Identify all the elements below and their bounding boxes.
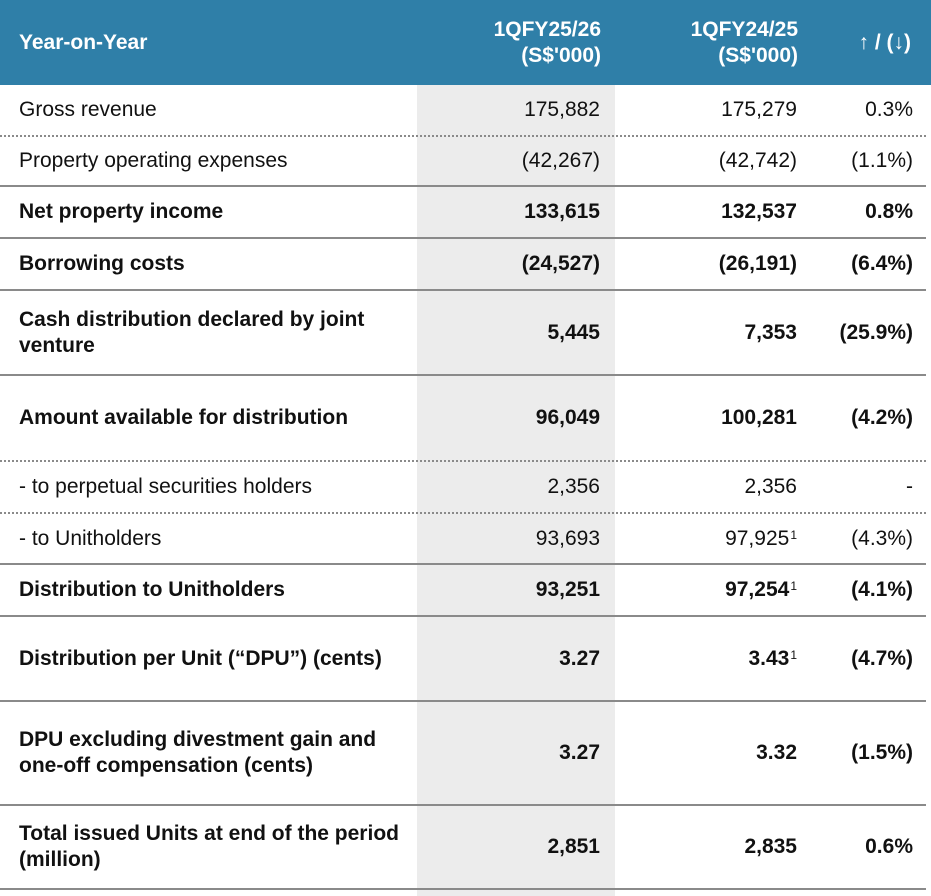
row-value-prior: 7,353 (744, 320, 797, 344)
header-col-prior: 1QFY24/25 (S$'000) (691, 0, 798, 85)
row-value-prior: 2,356 (744, 475, 797, 498)
current-column-shading (417, 85, 615, 896)
row-value-prior: 3.32 (756, 741, 797, 764)
row-value-prior: 97,925 1 (725, 514, 797, 563)
table-row: Distribution to Unitholders 93,251 97,25… (0, 565, 926, 617)
row-value-current: (24,527) (521, 252, 600, 275)
row-label: Net property income (19, 200, 224, 223)
table-row: Gross revenue 175,882 175,279 0.3% (0, 85, 926, 137)
row-change: (4.3%) (851, 526, 913, 550)
row-value-current: 2,356 (547, 475, 600, 498)
table-row: - to perpetual securities holders 2,356 … (0, 462, 926, 514)
footnote-marker: 1 (790, 647, 797, 662)
row-label: Distribution per Unit (“DPU”) (cents) (19, 646, 382, 670)
table-row: Net property income 133,615 132,537 0.8% (0, 187, 926, 239)
row-label: Borrowing costs (19, 252, 185, 275)
row-value-current: 93,251 (535, 578, 600, 601)
row-value-prior: (42,742) (718, 149, 797, 172)
row-value-prior: 100,281 (721, 406, 797, 429)
row-change: - (906, 475, 913, 498)
table-header: Year-on-Year 1QFY25/26 (S$'000) 1QFY24/25… (0, 0, 931, 85)
header-col-prior-unit: (S$'000) (718, 43, 798, 67)
header-col-current: 1QFY25/26 (S$'000) (494, 0, 601, 85)
row-value-current: 96,049 (535, 406, 600, 429)
row-value-prior: 3.43 1 (748, 617, 797, 700)
row-value-prior: 175,279 (721, 98, 797, 121)
table-row: DPU excluding divestment gain and one-of… (0, 702, 926, 806)
row-value-current: 3.27 (559, 741, 600, 764)
table-row: Amount available for distribution 96,049… (0, 376, 926, 462)
row-label: DPU excluding divestment gain and one-of… (19, 728, 377, 777)
row-change: 0.3% (865, 98, 913, 121)
row-value-current: (42,267) (521, 149, 600, 172)
row-change: (25.9%) (839, 320, 913, 344)
header-label: Year-on-Year (19, 30, 148, 54)
table-row: Property operating expenses (42,267) (42… (0, 137, 926, 187)
table-row: Borrowing costs (24,527) (26,191) (6.4%) (0, 239, 926, 291)
row-value-current: 175,882 (524, 98, 600, 121)
row-value-prior: 97,254 1 (725, 565, 797, 615)
footnote-marker: 1 (790, 527, 797, 542)
row-change: 0.8% (865, 200, 913, 223)
footnote-marker: 1 (790, 579, 797, 593)
row-change: 0.6% (865, 835, 913, 858)
row-label: - to perpetual securities holders (19, 475, 312, 498)
row-label: Amount available for distribution (19, 406, 349, 429)
row-label: Property operating expenses (19, 149, 288, 172)
header-col-change: ↑ / (↓) (858, 30, 912, 54)
row-label: Distribution to Unitholders (19, 578, 285, 601)
row-value-current: 2,851 (547, 835, 600, 858)
table-row: Cash distribution declared by joint vent… (0, 291, 926, 376)
row-value-prior: 132,537 (721, 200, 797, 223)
header-col-current-period: 1QFY25/26 (493, 17, 601, 41)
row-value-prior: (26,191) (718, 252, 797, 275)
row-value-current: 133,615 (524, 200, 600, 223)
row-label: - to Unitholders (19, 526, 162, 550)
row-value-current: 5,445 (547, 320, 600, 344)
row-value-current: 3.27 (559, 646, 600, 670)
header-col-current-unit: (S$'000) (521, 43, 601, 67)
row-change: (4.7%) (851, 646, 913, 670)
row-change: (1.1%) (851, 149, 913, 172)
row-value-current: 93,693 (535, 526, 600, 550)
row-label: Cash distribution declared by joint vent… (19, 307, 365, 357)
row-change: (4.2%) (851, 406, 913, 429)
table-row: Distribution per Unit (“DPU”) (cents) 3.… (0, 617, 926, 702)
row-label: Gross revenue (19, 98, 157, 121)
header-col-prior-period: 1QFY24/25 (690, 17, 798, 41)
row-change: (6.4%) (851, 252, 913, 275)
row-change: (1.5%) (851, 741, 913, 764)
row-value-prior: 2,835 (744, 835, 797, 858)
row-change: (4.1%) (851, 578, 913, 601)
table-row: Total issued Units at end of the period … (0, 806, 926, 890)
row-label: Total issued Units at end of the period … (19, 822, 399, 871)
table-row: - to Unitholders 93,693 97,925 1 (4.3%) (0, 514, 926, 565)
